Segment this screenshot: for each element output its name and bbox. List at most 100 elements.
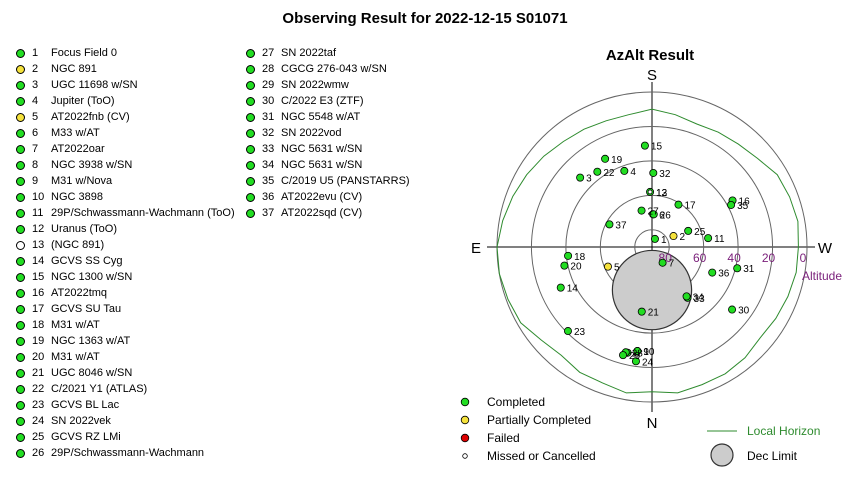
data-point	[728, 305, 737, 314]
target-list-left: 1 Focus Field 0 2 NGC 891 3 UGC 11698 w/SN 4 Ju…	[16, 45, 235, 461]
data-point-label: 26	[660, 210, 672, 221]
direction-label-east: E	[471, 240, 481, 257]
target-item: 16 AT2022tmq	[16, 285, 235, 301]
target-number: 12	[32, 223, 45, 235]
status-dot-icon	[16, 352, 25, 362]
target-name: NGC 1300 w/SN	[51, 271, 133, 283]
target-name: AT2022sqd (CV)	[281, 207, 363, 219]
target-item: 12 Uranus (ToO)	[16, 221, 235, 237]
data-point	[603, 262, 612, 271]
data-point-label: 31	[743, 264, 755, 275]
data-point	[633, 347, 642, 356]
status-dot-icon	[16, 224, 25, 234]
data-point	[669, 232, 678, 241]
legend-status-icon	[460, 415, 470, 425]
target-name: AT2022fnb (CV)	[51, 111, 130, 123]
target-number: 4	[32, 95, 39, 107]
target-name: SN 2022vod	[281, 127, 342, 139]
target-number: 5	[32, 111, 39, 123]
target-number: 22	[32, 383, 45, 395]
data-point	[650, 234, 659, 243]
data-point-label: 32	[659, 169, 671, 180]
legend-status-label: Partially Completed	[487, 413, 591, 427]
data-point	[620, 166, 629, 175]
status-dot-icon	[16, 448, 25, 458]
data-point-label: 30	[738, 306, 750, 317]
target-item: 11 29P/Schwassmann-Wachmann (ToO)	[16, 205, 235, 221]
status-dot-icon	[16, 304, 25, 314]
target-name: UGC 11698 w/SN	[51, 79, 138, 91]
status-dot-icon	[16, 64, 25, 74]
data-point-label: 13	[656, 188, 668, 199]
status-dot-icon	[16, 384, 25, 394]
target-number: 37	[262, 207, 275, 219]
data-point	[576, 173, 585, 182]
target-number: 19	[32, 335, 45, 347]
target-item: 14 GCVS SS Cyg	[16, 253, 235, 269]
target-item: 13 (NGC 891)	[16, 237, 235, 253]
data-point	[708, 268, 717, 277]
status-dot-icon	[16, 128, 25, 138]
target-number: 15	[32, 271, 45, 283]
target-name: UGC 8046 w/SN	[51, 367, 133, 379]
target-number: 26	[32, 447, 45, 459]
target-number: 11	[32, 207, 44, 219]
target-name: C/2021 Y1 (ATLAS)	[51, 383, 148, 395]
status-dot-icon	[16, 80, 25, 90]
target-name: NGC 5631 w/SN	[281, 159, 363, 171]
target-name: GCVS SS Cyg	[51, 255, 123, 267]
target-item: 28 CGCG 276-043 w/SN	[246, 61, 410, 77]
status-dot-icon	[16, 336, 25, 346]
altitude-tick-label: 0	[800, 251, 807, 265]
status-dot-icon	[16, 400, 25, 410]
status-dot-icon	[16, 144, 25, 154]
data-point	[637, 307, 646, 316]
data-point-label: 34	[693, 292, 705, 303]
target-item: 36 AT2022evu (CV)	[246, 189, 410, 205]
data-point-label: 36	[718, 269, 730, 280]
target-item: 4 Jupiter (ToO)	[16, 93, 235, 109]
target-name: GCVS RZ LMi	[51, 431, 121, 443]
data-point-label: 4	[630, 167, 636, 178]
data-point	[560, 261, 569, 270]
data-point-label: 27	[648, 207, 660, 218]
target-name: NGC 891	[51, 63, 97, 75]
status-dot-icon	[16, 112, 25, 122]
target-number: 36	[262, 191, 275, 203]
legend-status-icon	[462, 453, 468, 459]
target-item: 8 NGC 3938 w/SN	[16, 157, 235, 173]
data-point-label: 35	[737, 201, 749, 212]
direction-label-south: S	[647, 67, 657, 84]
target-name: M31 w/AT	[51, 351, 100, 363]
legend-dec-limit-label: Dec Limit	[747, 449, 798, 463]
target-name: NGC 3938 w/SN	[51, 159, 133, 171]
status-dot-icon	[246, 160, 255, 170]
target-number: 13	[32, 239, 45, 251]
data-point	[682, 292, 691, 301]
target-name: Jupiter (ToO)	[51, 95, 115, 107]
legend-status-icon	[460, 433, 470, 443]
status-dot-icon	[246, 112, 255, 122]
target-number: 16	[32, 287, 45, 299]
data-point-label: 33	[694, 294, 706, 305]
direction-label-west: W	[818, 240, 833, 257]
status-dot-icon	[246, 128, 255, 138]
legend-status-label: Failed	[487, 431, 520, 445]
direction-label-north: N	[647, 415, 658, 432]
altitude-tick-label: 40	[727, 251, 741, 265]
status-dot-icon	[16, 160, 25, 170]
target-item: 26 29P/Schwassmann-Wachmann	[16, 445, 235, 461]
data-point	[658, 258, 667, 267]
data-point	[601, 154, 610, 163]
data-point-label: 25	[694, 227, 706, 238]
status-dot-icon	[16, 240, 25, 250]
data-point-label: 6	[659, 210, 665, 221]
data-point-label: 15	[651, 142, 663, 153]
status-dot-icon	[16, 256, 25, 266]
target-name: CGCG 276-043 w/SN	[281, 63, 387, 75]
target-number: 25	[32, 431, 45, 443]
status-dot-icon	[246, 208, 255, 218]
status-dot-icon	[16, 176, 25, 186]
data-point-label: 9	[643, 347, 649, 358]
